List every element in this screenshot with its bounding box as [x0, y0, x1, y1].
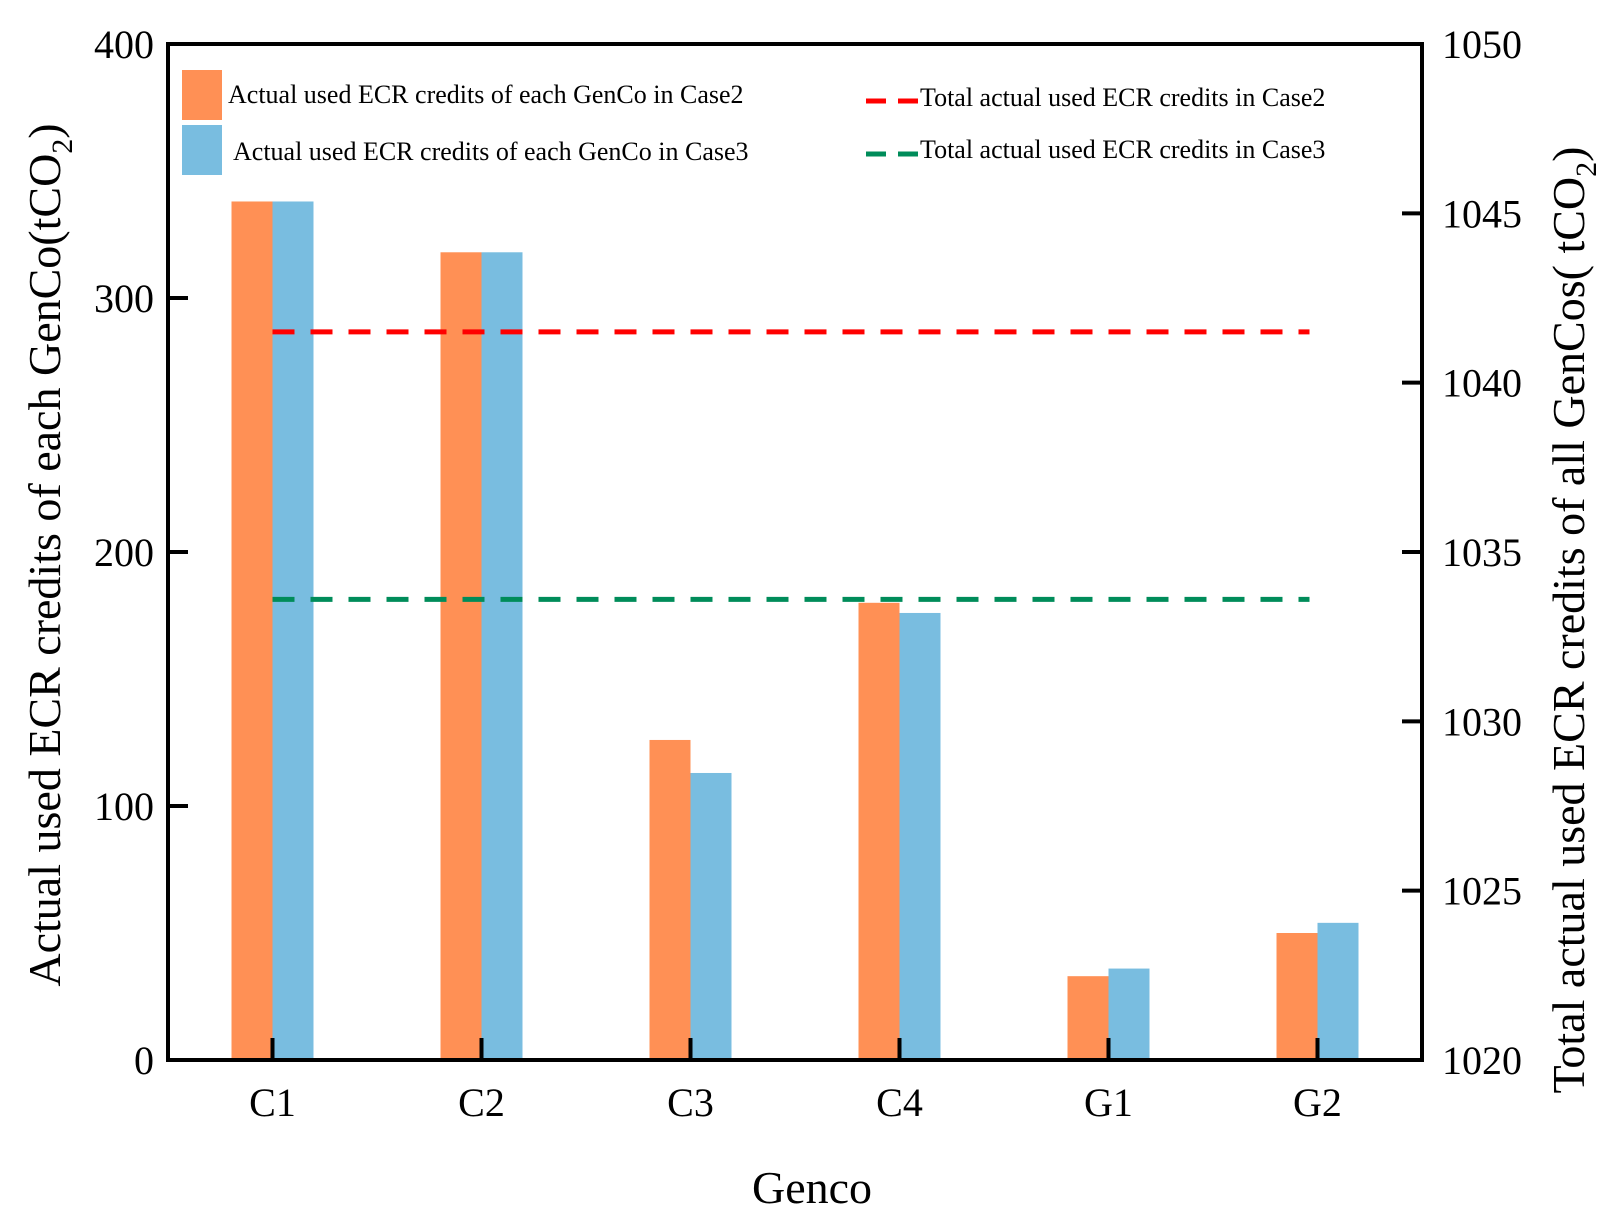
x-tick-label-g2: G2	[1293, 1080, 1342, 1125]
bar-case2-c1	[231, 201, 273, 1061]
legend-label-case2-bars: Actual used ECR credits of each GenCo in…	[228, 80, 744, 109]
reference-lines-layer	[272, 329, 1310, 602]
bar-case2-c4	[858, 602, 900, 1060]
legend-label-case2-total-line: Total actual used ECR credits in Case2	[920, 83, 1325, 112]
legend-swatch-case3-bars	[182, 125, 222, 175]
legend: Actual used ECR credits of each GenCo in…	[182, 70, 1325, 175]
bar-case3-c4	[899, 612, 941, 1060]
y2-tick-label: 1040	[1442, 361, 1522, 406]
bar-case3-g2	[1317, 922, 1359, 1060]
bar-case2-c2	[440, 252, 482, 1060]
x-axis-tick-labels: C1 C2 C3 C4 G1 G2	[249, 1080, 1342, 1125]
bar-case2-c3	[649, 739, 691, 1060]
y2-tick-label: 1020	[1442, 1038, 1522, 1083]
y-axis-title-end: )	[19, 123, 70, 138]
y2-tick-label: 1035	[1442, 530, 1522, 575]
y2-axis-title-main: Total actual used ECR credits of all Gen…	[1543, 177, 1594, 1094]
y2-tick-label: 1030	[1442, 699, 1522, 744]
legend-swatch-case2-bars	[182, 70, 222, 120]
y2-tick-label: 1050	[1442, 22, 1522, 67]
legend-label-case3-bars: Actual used ECR credits of each GenCo in…	[233, 137, 749, 166]
bar-case3-c3	[690, 772, 732, 1060]
y-tick-label: 300	[94, 276, 154, 321]
bar-case2-g1	[1067, 976, 1109, 1060]
bar-case3-c1	[272, 201, 314, 1061]
y2-tick-label: 1045	[1442, 191, 1522, 236]
y-axis-title-main: Actual used ECR credits of each GenCo(tC…	[19, 154, 70, 987]
y2-axis-tick-labels: 1020 1025 1030 1035 1040 1045 1050	[1442, 22, 1522, 1083]
bar-case3-c2	[481, 252, 523, 1060]
x-tick-label-c4: C4	[876, 1080, 923, 1125]
tick-marks-layer	[168, 42, 1422, 1062]
y-tick-label: 0	[134, 1038, 154, 1083]
y-tick-label: 100	[94, 784, 154, 829]
x-tick-label-c3: C3	[667, 1080, 714, 1125]
y-axis-title-subscript: 2	[46, 139, 79, 154]
legend-label-case3-total-line: Total actual used ECR credits in Case3	[920, 135, 1325, 164]
y2-axis-title-subscript: 2	[1570, 162, 1603, 177]
y2-tick-label: 1025	[1442, 869, 1522, 914]
bar-case3-g1	[1108, 968, 1150, 1060]
x-tick-label-c1: C1	[249, 1080, 296, 1125]
y-tick-label: 400	[94, 22, 154, 67]
y-tick-label: 200	[94, 530, 154, 575]
y2-axis-title-end: )	[1543, 147, 1594, 162]
plot-frame	[166, 42, 1424, 1062]
bar-case2-g2	[1276, 933, 1318, 1060]
x-tick-label-c2: C2	[458, 1080, 505, 1125]
y-axis-title: Actual used ECR credits of each GenCo(tC…	[19, 123, 79, 986]
y2-axis-title: Total actual used ECR credits of all Gen…	[1543, 147, 1603, 1094]
x-tick-label-g1: G1	[1084, 1080, 1133, 1125]
bars-layer	[231, 201, 1359, 1061]
y-axis-tick-labels: 0 100 200 300 400	[94, 22, 154, 1083]
x-axis-title: Genco	[752, 1162, 872, 1213]
